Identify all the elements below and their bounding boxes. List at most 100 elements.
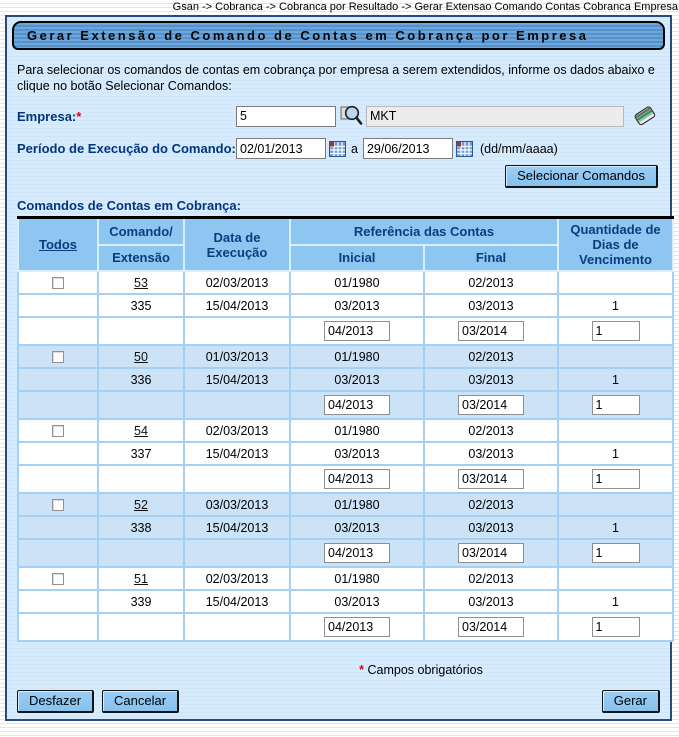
novos-dias-vencimento-input-cell xyxy=(557,464,675,494)
nova-referencia-inicial-input[interactable] xyxy=(324,617,390,637)
nova-referencia-inicial-input[interactable] xyxy=(324,469,390,489)
extensao-cell: 335 xyxy=(97,293,185,318)
novos-dias-vencimento-input[interactable] xyxy=(591,321,640,341)
nova-extensao-row xyxy=(17,390,675,420)
comando-cell: 54 xyxy=(97,418,185,443)
calendar-start-icon[interactable] xyxy=(329,140,346,157)
nova-referencia-final-input[interactable] xyxy=(458,395,524,415)
eraser-icon[interactable] xyxy=(633,103,657,129)
nova-referencia-inicial-input[interactable] xyxy=(324,543,390,563)
novos-dias-vencimento-input[interactable] xyxy=(591,617,640,637)
periodo-inicio-input[interactable] xyxy=(236,138,326,159)
periodo-row: Período de Execução do Comando: a xyxy=(17,138,660,159)
comando-checkbox[interactable] xyxy=(52,350,64,363)
extensao-row: 338 15/04/2013 03/2013 03/2013 1 xyxy=(17,515,675,540)
novos-dias-vencimento-input[interactable] xyxy=(591,469,640,489)
referencia-final-cell: 03/2013 xyxy=(422,441,560,466)
empresa-label: Empresa:* xyxy=(17,109,236,124)
page-title-text: Gerar Extensão de Comando de Contas em C… xyxy=(27,28,589,43)
novos-dias-vencimento-input-cell xyxy=(557,316,675,346)
dias-vencimento-cell xyxy=(557,418,675,443)
comando-cell: 53 xyxy=(97,270,185,295)
data-execucao-cell: 01/03/2013 xyxy=(183,344,291,369)
search-icon[interactable] xyxy=(339,104,363,128)
table-section-label: Comandos de Contas em Cobrança: xyxy=(17,198,241,213)
selecionar-comandos-button[interactable]: Selecionar Comandos xyxy=(505,165,658,188)
referencia-inicial-cell: 01/1980 xyxy=(289,270,425,295)
novos-dias-vencimento-input[interactable] xyxy=(591,395,640,415)
gerar-button[interactable]: Gerar xyxy=(601,690,660,713)
comando-link[interactable]: 52 xyxy=(134,497,148,512)
comando-row: 51 02/03/2013 01/1980 02/2013 xyxy=(17,566,675,591)
nova-referencia-final-input[interactable] xyxy=(458,617,524,637)
comando-link[interactable]: 54 xyxy=(134,423,148,438)
nova-referencia-final-input-cell xyxy=(422,316,560,346)
cancelar-button[interactable]: Cancelar xyxy=(102,690,180,713)
dias-vencimento-cell: 1 xyxy=(557,441,675,466)
todos-link[interactable]: Todos xyxy=(38,237,78,252)
data-execucao-cell: 15/04/2013 xyxy=(183,293,291,318)
nova-referencia-inicial-input-cell xyxy=(289,464,425,494)
calendar-end-icon[interactable] xyxy=(455,140,473,157)
nova-extensao-row xyxy=(17,538,675,568)
dias-vencimento-cell: 1 xyxy=(557,367,675,392)
comandos-table-body: 53 02/03/2013 01/1980 02/2013 335 15/04/2013 0… xyxy=(17,270,675,642)
empty-cell xyxy=(97,464,185,494)
empty-cell xyxy=(17,464,99,494)
comando-link[interactable]: 53 xyxy=(134,275,148,290)
nova-extensao-row xyxy=(17,612,675,642)
todos-cell xyxy=(17,418,99,443)
nova-referencia-inicial-input[interactable] xyxy=(324,321,390,341)
nova-referencia-final-input-cell xyxy=(422,464,560,494)
required-note: * Campos obrigatórios xyxy=(11,663,666,677)
dias-vencimento-cell xyxy=(557,270,675,295)
referencia-final-cell: 03/2013 xyxy=(422,589,560,614)
data-execucao-cell: 15/04/2013 xyxy=(183,515,291,540)
periodo-label: Período de Execução do Comando: xyxy=(17,141,236,156)
comando-link[interactable]: 51 xyxy=(134,571,148,586)
nova-referencia-final-input[interactable] xyxy=(458,543,524,563)
referencia-final-cell: 02/2013 xyxy=(422,344,560,369)
novos-dias-vencimento-input-cell xyxy=(557,538,675,568)
nova-referencia-final-input-cell xyxy=(422,390,560,420)
empty-cell xyxy=(97,612,185,642)
empty-cell xyxy=(17,293,99,318)
nova-referencia-final-input-cell xyxy=(422,538,560,568)
empresa-name-field xyxy=(366,105,624,127)
breadcrumb[interactable]: Gsan -> Cobranca -> Cobranca por Resulta… xyxy=(172,1,678,13)
empty-cell xyxy=(183,538,291,568)
dias-vencimento-cell: 1 xyxy=(557,589,675,614)
comando-link[interactable]: 50 xyxy=(134,349,148,364)
extensao-cell: 339 xyxy=(97,589,185,614)
comando-checkbox[interactable] xyxy=(52,572,64,585)
empty-cell xyxy=(17,612,99,642)
empty-cell xyxy=(97,538,185,568)
data-execucao-cell: 15/04/2013 xyxy=(183,589,291,614)
referencia-inicial-cell: 01/1980 xyxy=(289,566,425,591)
referencia-inicial-cell: 03/2013 xyxy=(289,293,425,318)
comando-checkbox[interactable] xyxy=(52,498,64,511)
nova-referencia-final-input[interactable] xyxy=(458,321,524,341)
data-execucao-cell: 15/04/2013 xyxy=(183,441,291,466)
novos-dias-vencimento-input[interactable] xyxy=(591,543,640,563)
page-title: Gerar Extensão de Comando de Contas em C… xyxy=(12,21,665,50)
comando-cell: 52 xyxy=(97,492,185,517)
empresa-code-input[interactable] xyxy=(236,105,336,127)
referencia-inicial-cell: 03/2013 xyxy=(289,441,425,466)
selecionar-row: Selecionar Comandos xyxy=(17,165,658,188)
comando-checkbox[interactable] xyxy=(52,276,64,289)
dias-vencimento-cell xyxy=(557,344,675,369)
header-data-execucao: Data de Execução xyxy=(183,216,291,272)
nova-referencia-inicial-input[interactable] xyxy=(324,395,390,415)
comando-checkbox[interactable] xyxy=(52,424,64,437)
extensao-row: 336 15/04/2013 03/2013 03/2013 1 xyxy=(17,367,675,392)
extensao-cell: 338 xyxy=(97,515,185,540)
referencia-final-cell: 03/2013 xyxy=(422,515,560,540)
nova-referencia-final-input[interactable] xyxy=(458,469,524,489)
desfazer-button[interactable]: Desfazer xyxy=(17,690,95,713)
periodo-fim-input[interactable] xyxy=(362,138,453,159)
nova-referencia-inicial-input-cell xyxy=(289,538,425,568)
comando-row: 52 03/03/2013 01/1980 02/2013 xyxy=(17,492,675,517)
todos-cell xyxy=(17,492,99,517)
extensao-row: 339 15/04/2013 03/2013 03/2013 1 xyxy=(17,589,675,614)
